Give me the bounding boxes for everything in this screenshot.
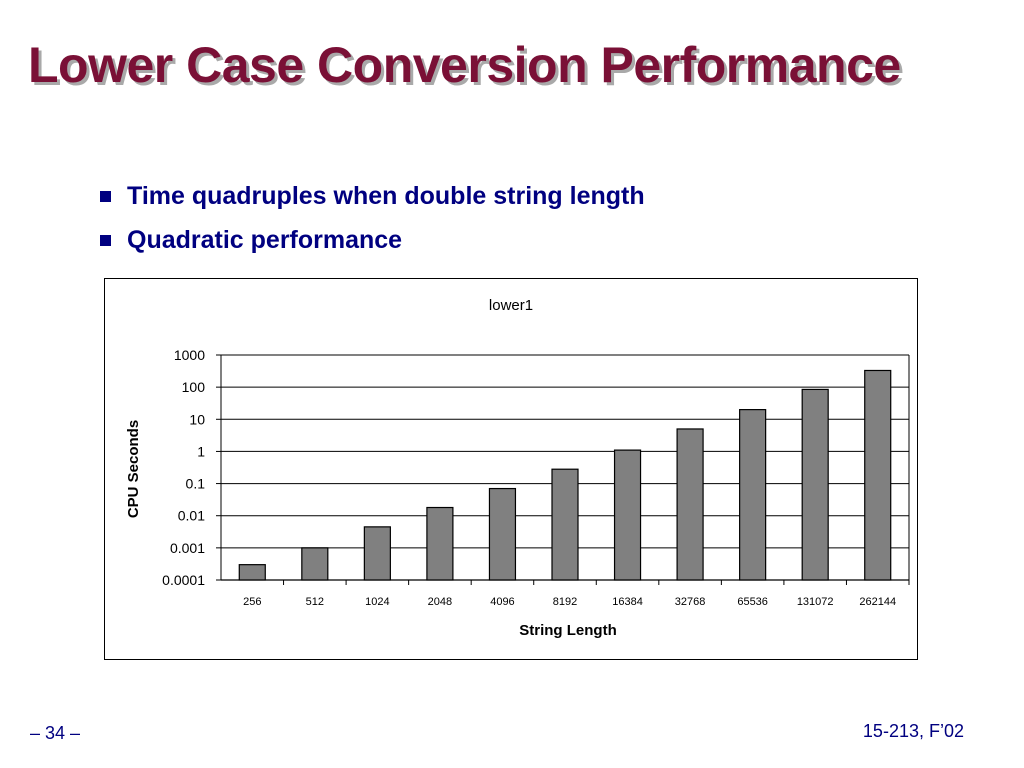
bar-8192 xyxy=(551,468,579,581)
y-tick-label: 0.001 xyxy=(170,540,205,556)
y-axis-title: CPU Seconds xyxy=(125,420,142,518)
bar-256 xyxy=(238,564,266,581)
x-tick-label: 8192 xyxy=(553,596,577,608)
bullet-list: Time quadruples when double string lengt… xyxy=(98,174,645,262)
slide-title: Lower Case Conversion Performance xyxy=(28,37,901,93)
y-tick-label: 1 xyxy=(197,443,205,459)
x-tick-label: 1024 xyxy=(365,596,389,608)
bar-65536 xyxy=(739,409,767,581)
page-number: – 34 – xyxy=(30,723,81,743)
bar-262144 xyxy=(864,369,892,581)
x-tick-label: 65536 xyxy=(737,596,768,608)
bar-32768 xyxy=(676,428,704,581)
square-bullet-icon xyxy=(100,234,111,246)
x-axis-title: String Length xyxy=(519,622,617,639)
x-tick-label: 512 xyxy=(306,596,324,608)
bar-512 xyxy=(301,547,329,581)
y-tick-label: 10 xyxy=(189,411,205,427)
bar-131072 xyxy=(801,388,829,581)
bullet-item: Time quadruples when double string lengt… xyxy=(98,174,645,218)
bullet-text: Quadratic performance xyxy=(127,225,403,254)
chart-container: lower1 0.0001 0.001 0.01 0.1 1 10 100 1000 256 512… xyxy=(104,278,918,660)
y-tick-label: 0.1 xyxy=(186,476,206,492)
bar-chart: lower1 0.0001 0.001 0.01 0.1 1 10 100 1000 256 512… xyxy=(125,297,910,639)
x-tick-label: 2048 xyxy=(428,596,452,608)
x-tick-label: 256 xyxy=(243,596,261,608)
chart-title: lower1 xyxy=(489,297,533,314)
x-tick-label: 4096 xyxy=(490,596,514,608)
bullet-item: Quadratic performance xyxy=(98,218,645,262)
x-tick-label: 16384 xyxy=(612,596,643,608)
course-label: 15-213, F’02 xyxy=(862,721,964,741)
y-tick-label: 0.0001 xyxy=(162,572,205,588)
x-tick-label: 131072 xyxy=(797,596,834,608)
bar-2048 xyxy=(426,506,454,581)
y-tick-label: 1000 xyxy=(174,347,205,363)
bar-1024 xyxy=(363,526,391,581)
x-tick-label: 32768 xyxy=(675,596,706,608)
y-tick-label: 100 xyxy=(182,379,206,395)
y-tick-label: 0.01 xyxy=(178,508,205,524)
bar-16384 xyxy=(613,449,642,581)
x-tick-label: 262144 xyxy=(859,596,896,608)
bar-4096 xyxy=(488,487,517,581)
square-bullet-icon xyxy=(100,190,111,202)
bullet-text: Time quadruples when double string lengt… xyxy=(127,181,645,210)
